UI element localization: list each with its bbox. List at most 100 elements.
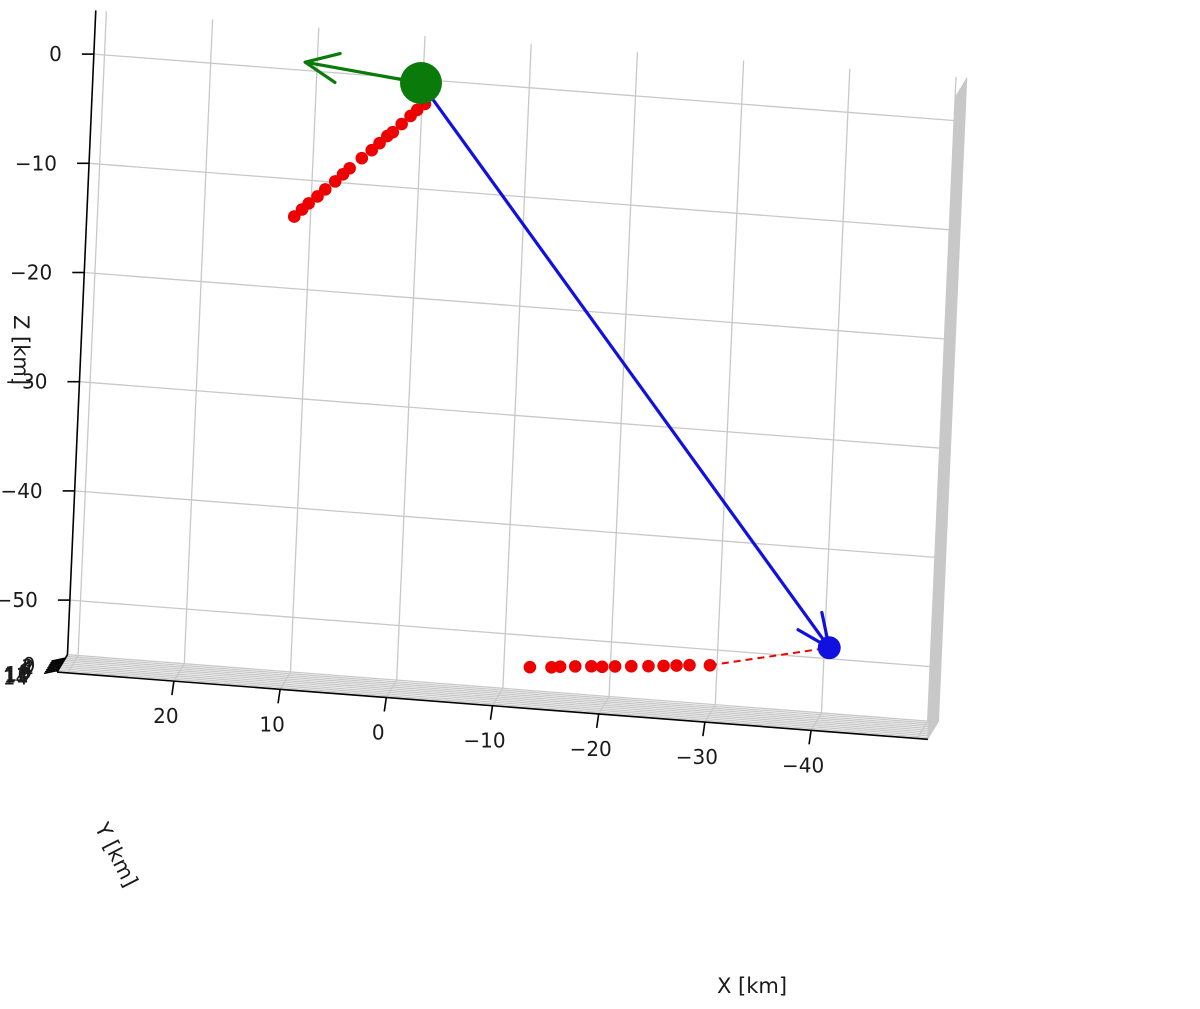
grid-line-floor-y (67, 654, 939, 723)
red-data-point (683, 658, 696, 672)
grid-line-side-z (944, 339, 956, 358)
red-data-point (302, 197, 315, 210)
grid-line-back-z (69, 599, 941, 668)
x-tick-mark (595, 713, 600, 729)
grid-line-floor-y (65, 657, 937, 727)
green-source-marker (400, 62, 442, 104)
grid-line-back-z (79, 381, 951, 450)
grid-line-side-y (929, 91, 959, 736)
y-tick-label: 0 (23, 653, 36, 677)
grid-line-back-x (820, 68, 851, 713)
grid-line-back-x (714, 60, 745, 705)
grid-line-back-z (93, 53, 965, 122)
grid-line-floor-y (62, 662, 934, 732)
x-tick-label: 10 (259, 712, 284, 736)
red-data-point (595, 660, 609, 674)
grid-line-side-y (927, 95, 957, 740)
x-tick-mark (277, 689, 281, 704)
red-data-point (318, 183, 332, 196)
grid-line-back-x (608, 52, 639, 697)
grid-line-back-x (289, 27, 320, 672)
y-tick-label: 6 (20, 658, 33, 682)
x-tick-label: 0 (372, 721, 385, 745)
grid-line-side-z (939, 448, 951, 467)
green-arrow-head (303, 60, 337, 85)
grid-line-back-x (927, 76, 957, 722)
red-data-point (395, 117, 408, 131)
red-data-point (585, 659, 598, 673)
blue-target-marker (817, 636, 841, 660)
y-tick-mark (50, 659, 65, 664)
y-tick-label: 10 (5, 662, 30, 686)
y-tick-label: 2 (22, 655, 35, 679)
x-tick-mark (383, 697, 388, 712)
grid-line-back-x (183, 19, 214, 664)
red-data-point (568, 660, 582, 673)
x-tick-mark (808, 730, 812, 745)
z-tick-label: −30 (5, 370, 47, 394)
y-tick-mark (43, 669, 59, 675)
green-arrow-head (303, 51, 342, 64)
plot-area (287, 51, 841, 674)
y-axis-label: Y [km] (90, 818, 143, 891)
y-tick-label: 12 (4, 664, 29, 688)
red-dashed-line (709, 646, 830, 667)
red-data-point (670, 659, 683, 672)
y-tick-mark (51, 657, 66, 662)
grid-line-side-y (937, 77, 968, 722)
grid-line-side-y (936, 79, 967, 724)
grid-line-side-y (932, 86, 963, 731)
z-axis-line (66, 10, 97, 655)
x-tick-mark (702, 722, 706, 737)
grid-line-side-y (930, 89, 960, 735)
grid-line-back-x (396, 35, 426, 681)
grid-line-floor-y (63, 661, 935, 730)
y-tick-mark (49, 660, 64, 666)
x-tick-mark (489, 705, 494, 720)
y-tick-label: 8 (18, 660, 31, 684)
grid-line-side-z (934, 557, 947, 576)
y-tick-label: 14 (3, 665, 28, 689)
x-tick-label: −20 (570, 737, 612, 761)
grid-line-floor-y (61, 664, 933, 734)
x-axis-label: X [km] (717, 974, 787, 998)
blue-trajectory-arrow-shaft (419, 82, 831, 649)
red-data-point (355, 151, 369, 165)
red-data-point (343, 161, 356, 175)
y-tick-mark (46, 666, 61, 671)
grid-line-side-y (928, 93, 958, 738)
z-axis-label: Z [km] (9, 315, 33, 385)
red-data-point (553, 660, 567, 673)
grid-line-back-z (84, 271, 956, 341)
y-tick-label: 4 (21, 657, 34, 681)
y-tick-mark (47, 664, 62, 669)
grid-line-floor-y (60, 666, 932, 735)
grid-line-back-z (74, 490, 946, 559)
y-tick-mark (44, 667, 60, 673)
grid-line-side-z (929, 667, 942, 686)
grid-line-back-x (502, 44, 532, 689)
z-tick-label: 0 (49, 42, 62, 66)
grid (57, 11, 968, 740)
red-data-point (624, 659, 638, 673)
grid-line-side-y (933, 84, 964, 729)
z-tick-label: −10 (15, 151, 57, 175)
grid-line-floor-y (64, 659, 936, 728)
z-tick-label: −40 (0, 479, 42, 503)
z-tick-label: −50 (0, 588, 38, 612)
grid-line-back-z (89, 162, 960, 232)
grid-line-side-z (953, 121, 966, 140)
red-data-point (608, 660, 622, 673)
grid-line-back-x (77, 11, 108, 656)
z-tick-label: −20 (10, 261, 52, 285)
x-tick-label: −40 (782, 753, 824, 777)
x-tick-label: 20 (153, 704, 178, 728)
x-tick-mark (171, 681, 175, 696)
y-tick-mark (48, 662, 63, 668)
grid-line-floor-y (58, 669, 929, 739)
grid-line-floor-y (66, 655, 938, 725)
red-data-point (657, 659, 670, 673)
grid-line-floor-y (59, 667, 931, 737)
